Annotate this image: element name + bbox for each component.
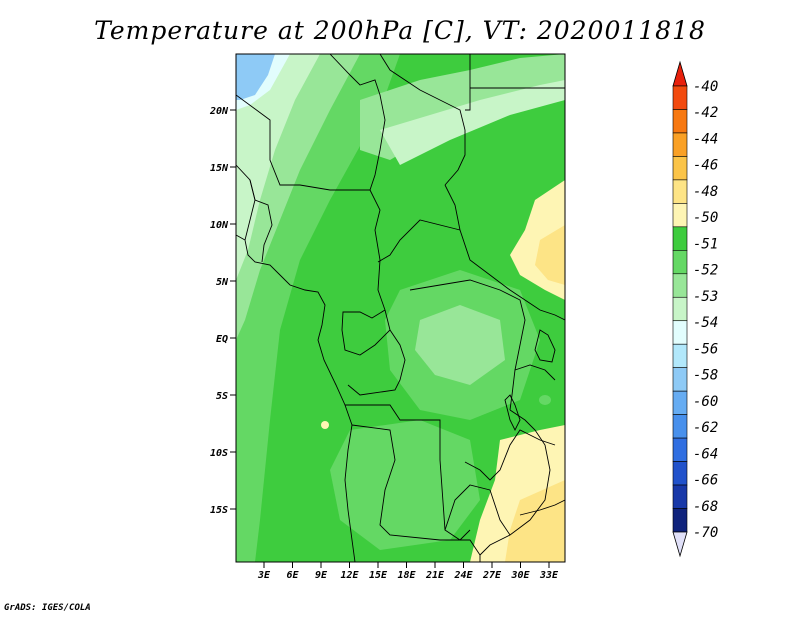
lon-tick-label: 21E — [425, 570, 445, 581]
lon-tick-label: 33E — [539, 570, 559, 581]
lon-tick-label: 6E — [286, 570, 299, 581]
colorbar-swatch — [672, 85, 688, 110]
longitude-axis: 3E 6E 9E 12E 15E 18E 21E 24E 27E 30E 33E — [257, 562, 559, 581]
lon-tick-label: 9E — [315, 570, 328, 581]
colorbar-label: -54 — [693, 315, 718, 331]
lat-tick-label: EQ — [216, 334, 228, 345]
colorbar-swatch — [672, 156, 688, 181]
lat-tick-label: 20N — [209, 106, 229, 117]
colorbar-swatch — [672, 484, 688, 509]
colorbar-swatch — [672, 250, 688, 275]
colorbar-swatch — [672, 390, 688, 415]
colorbar-label: -53 — [693, 289, 718, 305]
colorbar-swatch — [672, 343, 688, 368]
colorbar-label: -40 — [693, 79, 718, 95]
lat-tick-label: 10N — [210, 220, 229, 231]
colorbar-label: -48 — [693, 184, 718, 200]
lat-tick-label: 5S — [216, 391, 228, 402]
colorbar-swatch — [672, 461, 688, 486]
lat-tick-label: 10S — [210, 448, 228, 459]
colorbar-swatch — [672, 437, 688, 462]
colorbar-swatch — [672, 414, 688, 439]
colorbar-label: -44 — [693, 131, 718, 147]
colorbar-swatch — [672, 508, 688, 533]
lat-tick-label: 15S — [210, 505, 228, 516]
colorbar-label: -56 — [693, 341, 718, 357]
colorbar-top-arrow — [672, 60, 688, 87]
colorbar-label: -70 — [693, 525, 718, 541]
latitude-axis: 20N 15N 10N 5N EQ 5S 10S 15S — [209, 106, 236, 516]
grads-credit: GrADS: IGES/COLA — [4, 603, 91, 613]
colorbar-label: -50 — [693, 210, 718, 226]
map-frame — [235, 53, 566, 563]
temperature-field — [236, 54, 565, 562]
colorbar-swatch — [672, 109, 688, 134]
colorbar-label: -64 — [693, 446, 718, 462]
colorbar-bottom-arrow — [672, 531, 688, 558]
colorbar-swatch — [672, 203, 688, 228]
colorbar-swatch — [672, 132, 688, 157]
colorbar-swatch — [672, 179, 688, 204]
colorbar-label: -66 — [693, 473, 718, 489]
lon-tick-label: 24E — [453, 570, 473, 581]
lon-tick-label: 3E — [257, 570, 271, 581]
colorbar-label: -60 — [693, 394, 718, 410]
lon-tick-label: 15E — [369, 570, 388, 581]
lon-tick-label: 30E — [510, 570, 530, 581]
lat-tick-label: 5N — [216, 277, 229, 288]
colorbar-label: -52 — [693, 263, 718, 279]
lon-tick-label: 27E — [482, 570, 502, 581]
lon-tick-label: 18E — [397, 570, 416, 581]
colorbar-swatch — [672, 320, 688, 345]
colorbar-label: -51 — [693, 236, 718, 252]
colorbar-label: -68 — [693, 499, 718, 515]
colorbar-label: -42 — [693, 105, 718, 121]
lat-tick-label: 15N — [210, 163, 229, 174]
country-boundaries — [236, 54, 565, 562]
colorbar-label: -46 — [693, 158, 718, 174]
colorbar-swatch — [672, 367, 688, 392]
colorbar-label: -58 — [693, 368, 718, 384]
colorbar-swatch — [672, 296, 688, 322]
colorbar-swatch — [672, 226, 688, 251]
map-title: Temperature at 200hPa [C], VT: 202001181… — [94, 16, 706, 45]
colorbar-swatch — [672, 273, 688, 298]
colorbar-label: -62 — [693, 420, 718, 436]
lon-tick-label: 12E — [340, 570, 359, 581]
colorbar: -40 -42 -44 -46 -48 -50 -51 -52 -53 -54 -56 -58 -60 -… — [672, 60, 718, 558]
